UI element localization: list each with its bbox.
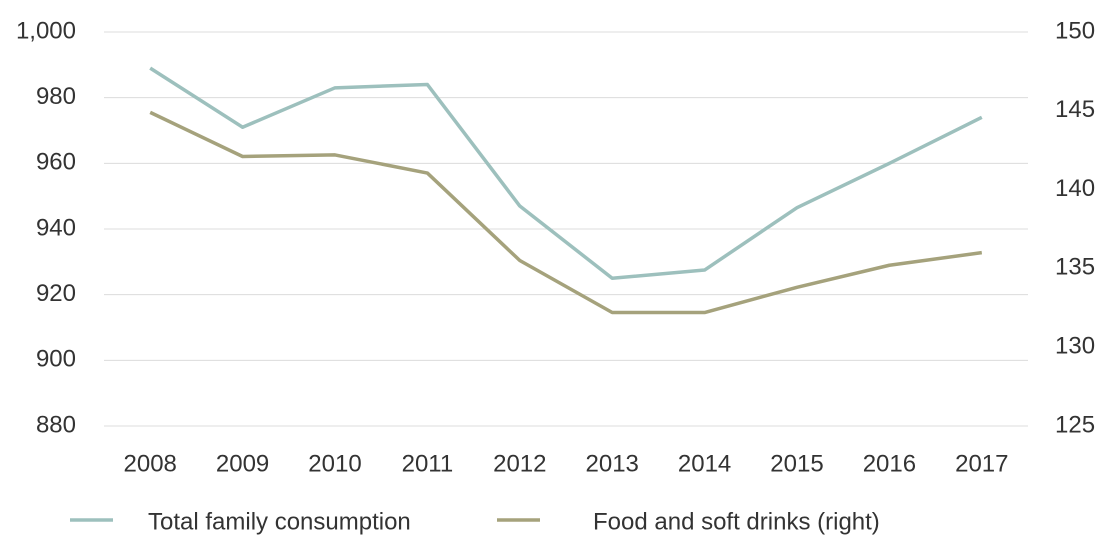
data-line [149, 110, 983, 315]
x-tick-label: 2010 [308, 450, 361, 477]
legend-label: Food and soft drinks (right) [593, 508, 880, 535]
y-tick-label: 940 [36, 214, 76, 241]
x-tick-label: 2011 [402, 450, 454, 477]
y2-tick-label: 150 [1055, 17, 1095, 44]
legend-label: Total family consumption [148, 508, 411, 535]
y-tick-label: 960 [36, 149, 76, 176]
x-tick-label: 2012 [493, 450, 546, 477]
y2-tick-label: 140 [1055, 175, 1095, 202]
y-tick-label: 1,000 [16, 17, 76, 44]
y-tick-label: 880 [36, 411, 76, 438]
y2-tick-label: 130 [1055, 333, 1095, 360]
x-tick-label: 2015 [770, 450, 823, 477]
y-tick-label: 900 [36, 346, 76, 373]
x-tick-label: 2013 [586, 450, 639, 477]
x-tick-label: 2016 [863, 450, 916, 477]
x-tick-label: 2017 [955, 450, 1008, 477]
x-tick-label: 2014 [678, 450, 731, 477]
y-tick-label: 980 [36, 83, 76, 110]
x-tick-label: 2009 [216, 450, 269, 477]
y2-tick-label: 135 [1055, 254, 1095, 281]
data-line [149, 66, 983, 280]
x-tick-label: 2008 [124, 450, 177, 477]
y2-tick-label: 145 [1055, 96, 1095, 123]
y2-tick-label: 125 [1055, 411, 1095, 438]
y-tick-label: 920 [36, 280, 76, 307]
